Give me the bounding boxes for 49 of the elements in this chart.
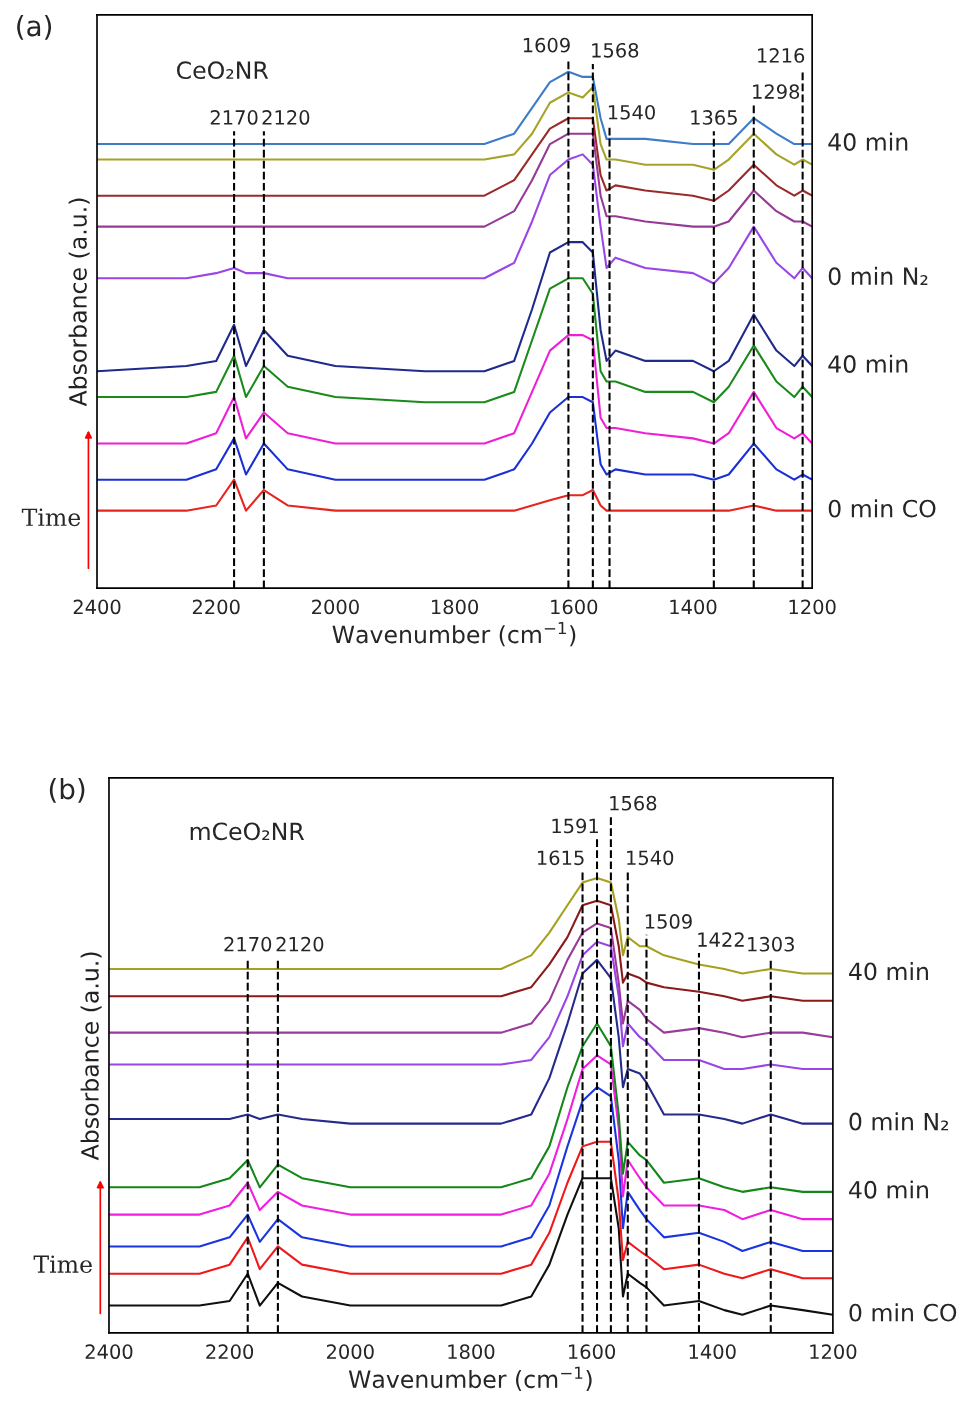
chart-title: (b) [49,777,85,803]
text: Time [21,508,81,527]
ref-line-label: 1540 [627,850,674,866]
chart-subtitle: CeO₂NR [177,61,269,80]
x-tick-label: 1400 [670,599,717,615]
text: Time [33,1255,92,1274]
ref-line-label: 1422 [698,932,744,947]
ref-line-label: 1591 [552,818,598,834]
ref-line-label: 2170 [210,110,258,125]
series-label: 0 min N₂ [828,266,928,286]
ref-line-label: 1509 [645,914,692,929]
x-tick-label: 1600 [568,1344,616,1360]
y-axis-title: Absorbance (a.u.) [68,198,90,407]
x-tick-label: 1800 [431,599,479,615]
x-tick-label: 2200 [192,599,240,615]
y-axis-title: Absorbance (a.u.) [80,952,102,1161]
x-tick-label: 2000 [312,599,359,615]
x-tick-label: 1200 [789,599,836,615]
series-label: 0 min N₂ [849,1112,949,1131]
ref-line-label: 1298 [753,84,800,99]
series-label: 0 min CO [828,499,936,518]
ref-line-label: 2120 [262,110,310,125]
series-label: 0 min CO [849,1303,957,1322]
x-tick-label: 2000 [326,1344,374,1360]
x-axis-title: Wavenumber (cm$^{−1}$) [348,1366,592,1391]
x-tick-label: 1600 [551,599,598,615]
x-tick-label: 1400 [689,1344,736,1360]
ref-line-label: 1609 [523,37,570,53]
x-tick-label: 2400 [73,599,121,615]
ref-line-label: 1365 [691,110,737,125]
x-tick-label: 2200 [206,1344,254,1360]
x-axis-title: Wavenumber (cm$^{−1}$) [332,621,576,647]
chart-title: (a) [17,14,52,40]
x-tick-label: 1200 [810,1344,857,1360]
ref-line-label: 1615 [537,850,584,866]
chart-subtitle: mCeO₂NR [190,822,305,841]
ref-line-label: 1568 [610,795,657,811]
ref-line-label: 2120 [276,936,324,952]
ref-line-label: 1216 [758,48,805,63]
ref-line-label: 2170 [224,936,272,952]
series-label: 40 min [828,132,908,151]
series-label: 40 min [828,354,908,373]
x-tick-label: 2400 [85,1344,133,1360]
ref-line-label: 1568 [592,42,639,58]
series-label: 40 min [849,962,928,981]
x-tick-label: 1800 [448,1344,495,1360]
ref-line-label: 1540 [608,104,655,120]
series-label: 40 min [849,1180,928,1199]
ref-line-label: 1303 [748,936,794,952]
